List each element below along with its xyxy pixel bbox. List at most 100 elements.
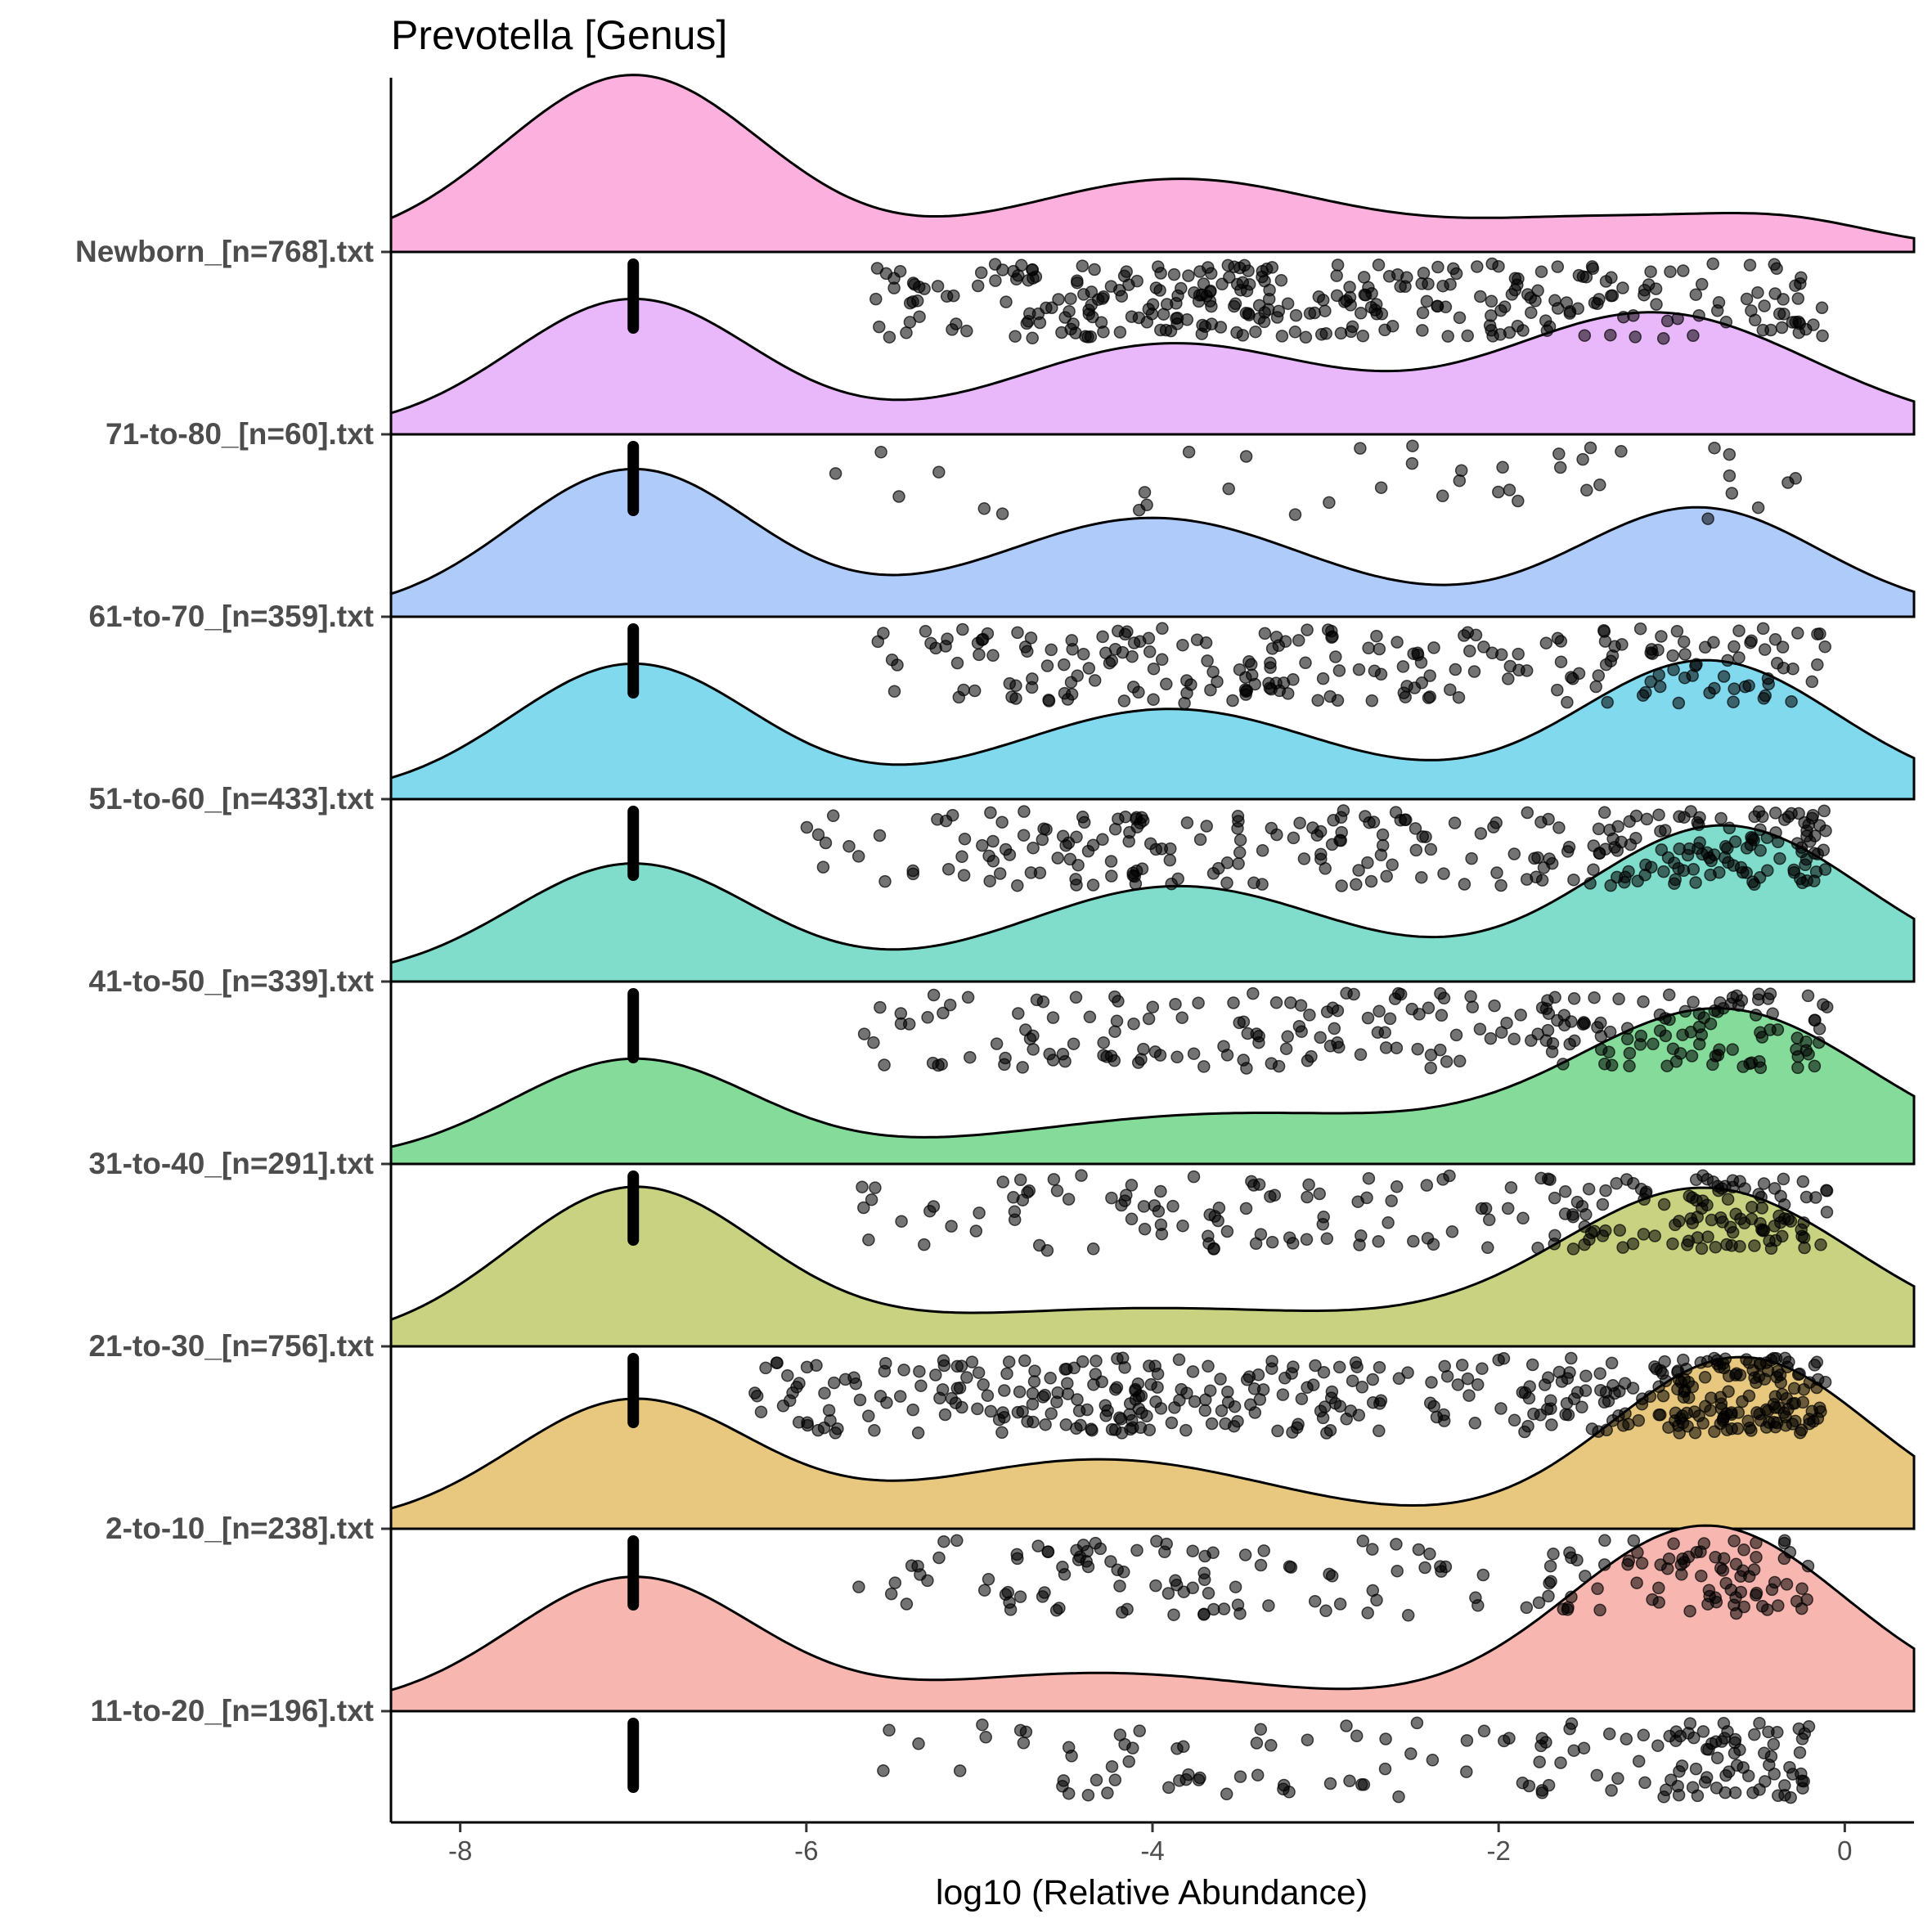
data-point xyxy=(1340,1413,1353,1426)
data-point xyxy=(1127,1017,1140,1031)
data-point xyxy=(1740,1353,1753,1366)
data-point xyxy=(1638,1776,1651,1790)
data-point xyxy=(1716,1414,1730,1427)
data-point xyxy=(1522,1779,1536,1793)
data-point xyxy=(891,658,904,672)
data-point xyxy=(1551,683,1564,697)
data-point xyxy=(1725,1422,1738,1436)
data-point xyxy=(1361,856,1374,869)
data-point xyxy=(1020,317,1034,330)
data-point xyxy=(1422,691,1436,704)
data-point xyxy=(1197,1060,1211,1073)
data-point xyxy=(1295,1392,1309,1405)
data-point xyxy=(1423,1548,1436,1561)
data-point xyxy=(1820,1206,1834,1219)
data-point xyxy=(1764,987,1777,1000)
data-point xyxy=(1193,1771,1206,1785)
data-point xyxy=(1058,1054,1072,1068)
data-point xyxy=(1799,1035,1813,1049)
data-point xyxy=(1291,1421,1304,1435)
data-point xyxy=(870,262,884,275)
data-point xyxy=(1323,1423,1337,1437)
data-point xyxy=(1382,270,1396,283)
data-point xyxy=(1156,622,1169,636)
data-point xyxy=(857,1027,871,1040)
data-point xyxy=(1354,307,1368,320)
data-point xyxy=(1754,844,1767,857)
data-point xyxy=(1588,991,1601,1004)
data-point xyxy=(1601,695,1614,709)
data-point xyxy=(1732,624,1746,637)
data-point xyxy=(1417,267,1431,280)
data-point xyxy=(1802,1048,1815,1061)
data-point xyxy=(1437,991,1451,1005)
data-point xyxy=(1167,267,1181,281)
data-point xyxy=(938,1408,952,1422)
data-point xyxy=(1684,1026,1697,1039)
data-point xyxy=(1288,508,1302,521)
data-point xyxy=(1391,986,1405,1000)
data-point xyxy=(1791,627,1804,640)
density-ridge-4 xyxy=(389,824,1916,983)
data-point xyxy=(1537,861,1551,874)
data-point xyxy=(1333,1597,1347,1611)
data-point xyxy=(1772,1599,1785,1612)
data-point xyxy=(937,1534,950,1548)
data-point xyxy=(1745,634,1758,648)
data-point xyxy=(1143,645,1157,658)
data-point xyxy=(1768,633,1782,646)
data-point xyxy=(1638,288,1651,302)
data-point xyxy=(1728,1736,1741,1750)
data-point xyxy=(977,1378,990,1391)
data-point xyxy=(1584,877,1597,890)
data-point xyxy=(1069,326,1082,339)
data-point xyxy=(1323,690,1337,703)
data-point xyxy=(1352,663,1366,676)
data-point xyxy=(912,1737,925,1750)
data-point xyxy=(1132,685,1145,699)
data-point xyxy=(929,1368,942,1382)
data-point xyxy=(1688,1426,1702,1440)
data-point xyxy=(1542,1778,1556,1792)
zero-abundance-points-8 xyxy=(627,1718,640,1793)
data-point xyxy=(1681,848,1695,862)
data-point xyxy=(1186,1581,1199,1595)
data-point xyxy=(1693,811,1706,824)
data-point xyxy=(853,1393,867,1407)
chart-title: Prevotella [Genus] xyxy=(391,12,727,58)
data-point xyxy=(1003,1596,1016,1609)
data-point xyxy=(1454,464,1468,477)
data-point xyxy=(1462,1389,1476,1402)
data-point xyxy=(1379,1041,1393,1054)
data-point xyxy=(1555,1375,1569,1388)
data-point xyxy=(1314,1031,1327,1045)
data-point xyxy=(1434,1560,1447,1573)
data-point xyxy=(1650,298,1663,311)
data-point xyxy=(1027,1043,1040,1056)
data-point xyxy=(1619,1407,1632,1420)
data-point xyxy=(1579,1384,1593,1397)
data-point xyxy=(1247,986,1260,1000)
data-point xyxy=(1818,640,1831,654)
data-point xyxy=(1820,1184,1833,1197)
data-point xyxy=(1672,1215,1686,1228)
data-point xyxy=(1438,1359,1451,1373)
data-point xyxy=(1636,1392,1649,1405)
data-point xyxy=(1729,1557,1743,1571)
data-point xyxy=(1801,1559,1815,1573)
data-point xyxy=(1820,1000,1834,1013)
data-point xyxy=(1587,863,1600,876)
data-point xyxy=(1258,627,1272,640)
data-point xyxy=(1701,1230,1714,1243)
data-point xyxy=(1066,643,1079,656)
data-point xyxy=(1578,1238,1591,1251)
data-point xyxy=(827,1376,841,1390)
data-point xyxy=(1808,1059,1822,1073)
data-point xyxy=(971,279,985,293)
data-point xyxy=(1817,843,1831,857)
data-point xyxy=(1011,1552,1024,1566)
data-point xyxy=(1447,262,1460,276)
data-point xyxy=(1623,1059,1636,1073)
data-point xyxy=(1455,1359,1469,1372)
